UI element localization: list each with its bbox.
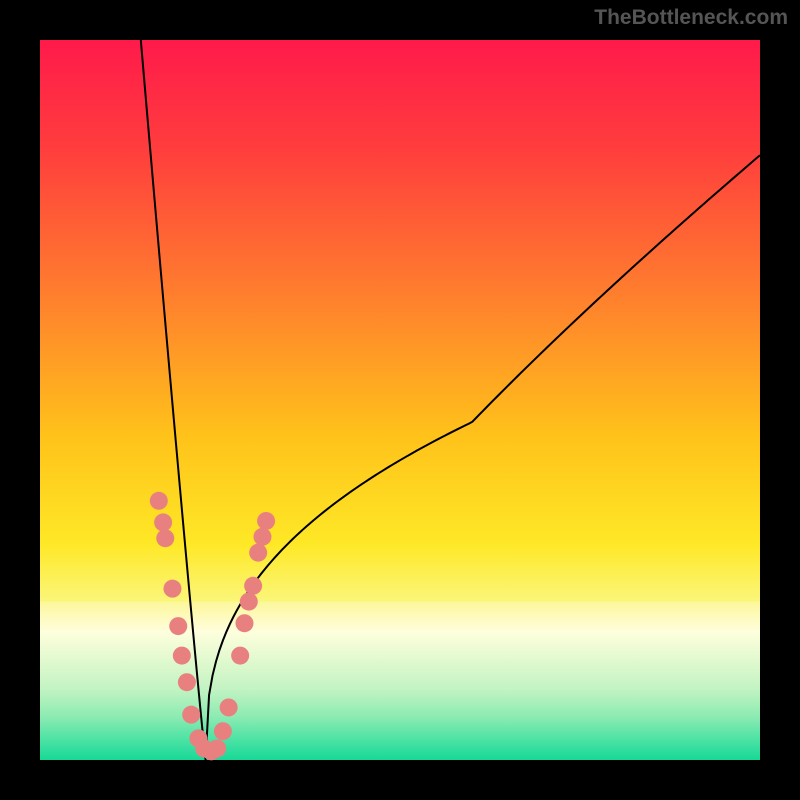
marker-point xyxy=(244,577,262,595)
marker-point xyxy=(154,513,172,531)
marker-point xyxy=(156,529,174,547)
marker-point xyxy=(231,647,249,665)
marker-point xyxy=(178,673,196,691)
marker-point xyxy=(257,512,275,530)
marker-point xyxy=(163,580,181,598)
marker-point xyxy=(169,617,187,635)
watermark-text: TheBottleneck.com xyxy=(594,6,788,30)
chart-frame xyxy=(0,0,800,800)
marker-point xyxy=(173,647,191,665)
marker-point xyxy=(235,614,253,632)
marker-point xyxy=(150,492,168,510)
marker-point xyxy=(240,593,258,611)
chart-svg xyxy=(0,0,800,800)
marker-point xyxy=(182,706,200,724)
marker-point xyxy=(253,528,271,546)
plot-background xyxy=(40,40,760,760)
marker-point xyxy=(249,544,267,562)
marker-point xyxy=(214,722,232,740)
marker-point xyxy=(220,698,238,716)
marker-point xyxy=(208,739,226,757)
highlight-band xyxy=(40,602,760,631)
